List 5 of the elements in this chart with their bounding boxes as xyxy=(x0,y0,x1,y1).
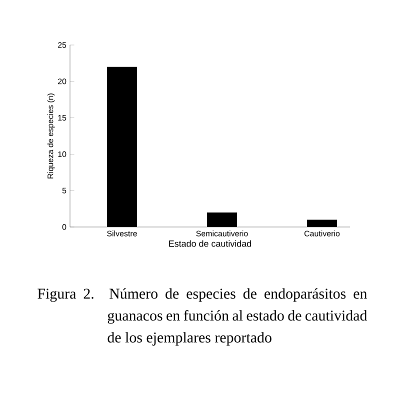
x-axis-title: Estado de cautividad xyxy=(169,240,252,247)
text: Figura 2. Número de especies de endoparásitos en guanacos en función al estado de cautividad de los ejemplares reportado xyxy=(38,288,368,346)
bar xyxy=(307,220,337,227)
bar xyxy=(207,212,237,227)
bar xyxy=(107,66,137,227)
